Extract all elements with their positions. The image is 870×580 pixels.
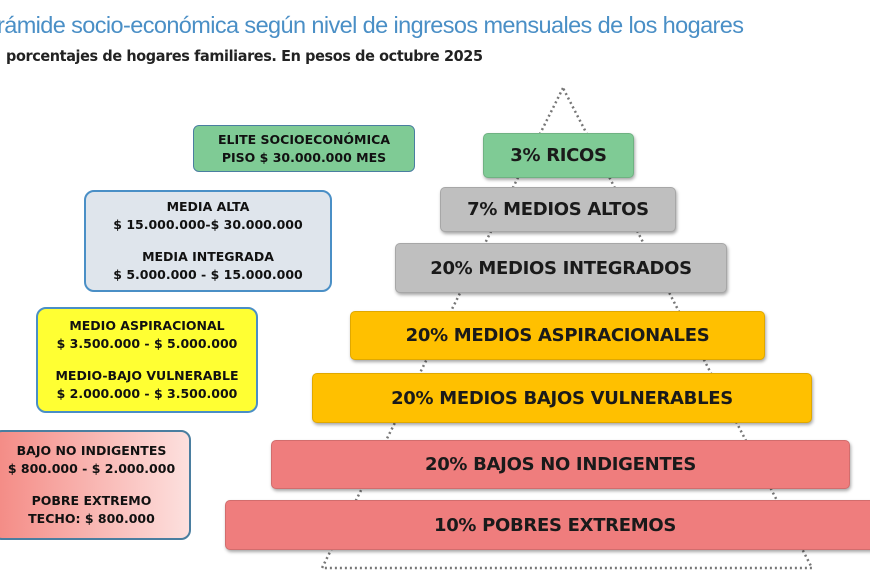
pyramid-level-ricos: 3% RICOS <box>483 133 634 178</box>
range-value: $ 3.500.000 - $ 5.000.000 <box>56 336 238 351</box>
range-name: BAJO NO INDIGENTES <box>16 443 167 458</box>
range-value: $ 800.000 - $ 2.000.000 <box>7 461 176 476</box>
range-box-bajo: BAJO NO INDIGENTES $ 800.000 - $ 2.000.0… <box>0 430 191 540</box>
range-value: TECHO: $ 800.000 <box>28 511 155 526</box>
range-value: $ 15.000.000-$ 30.000.000 <box>113 217 303 232</box>
range-value: $ 5.000.000 - $ 15.000.000 <box>113 267 303 282</box>
range-box-media: MEDIA ALTA $ 15.000.000-$ 30.000.000 MED… <box>84 190 332 292</box>
range-name: MEDIA ALTA <box>166 199 250 214</box>
range-name: ELITE SOCIOECONÓMICA <box>217 131 390 147</box>
range-name: MEDIO-BAJO VULNERABLE <box>55 368 239 383</box>
range-name: MEDIA INTEGRADA <box>142 249 274 264</box>
pyramid-level-medios-bajos-vulnerables: 20% MEDIOS BAJOS VULNERABLES <box>312 373 812 423</box>
pyramid-level-medios-altos: 7% MEDIOS ALTOS <box>440 187 676 232</box>
range-name: MEDIO ASPIRACIONAL <box>69 318 225 333</box>
pyramid-level-pobres-extremos: 10% POBRES EXTREMOS <box>225 500 870 550</box>
range-box-aspiracional: MEDIO ASPIRACIONAL $ 3.500.000 - $ 5.000… <box>36 307 258 413</box>
range-value: $ 2.000.000 - $ 3.500.000 <box>56 386 238 401</box>
range-box-elite: ELITE SOCIOECONÓMICA PISO $ 30.000.000 M… <box>193 125 415 172</box>
page-title: rámide socio-económica según nivel de in… <box>0 12 744 38</box>
range-value: PISO $ 30.000.000 MES <box>221 149 387 165</box>
range-name: POBRE EXTREMO <box>31 493 152 508</box>
page-subtitle: porcentajes de hogares familiares. En pe… <box>6 47 483 65</box>
pyramid-level-bajos-no-indigentes: 20% BAJOS NO INDIGENTES <box>271 440 850 489</box>
pyramid-level-medios-aspiracionales: 20% MEDIOS ASPIRACIONALES <box>350 311 765 360</box>
pyramid-level-medios-integrados: 20% MEDIOS INTEGRADOS <box>395 243 727 293</box>
